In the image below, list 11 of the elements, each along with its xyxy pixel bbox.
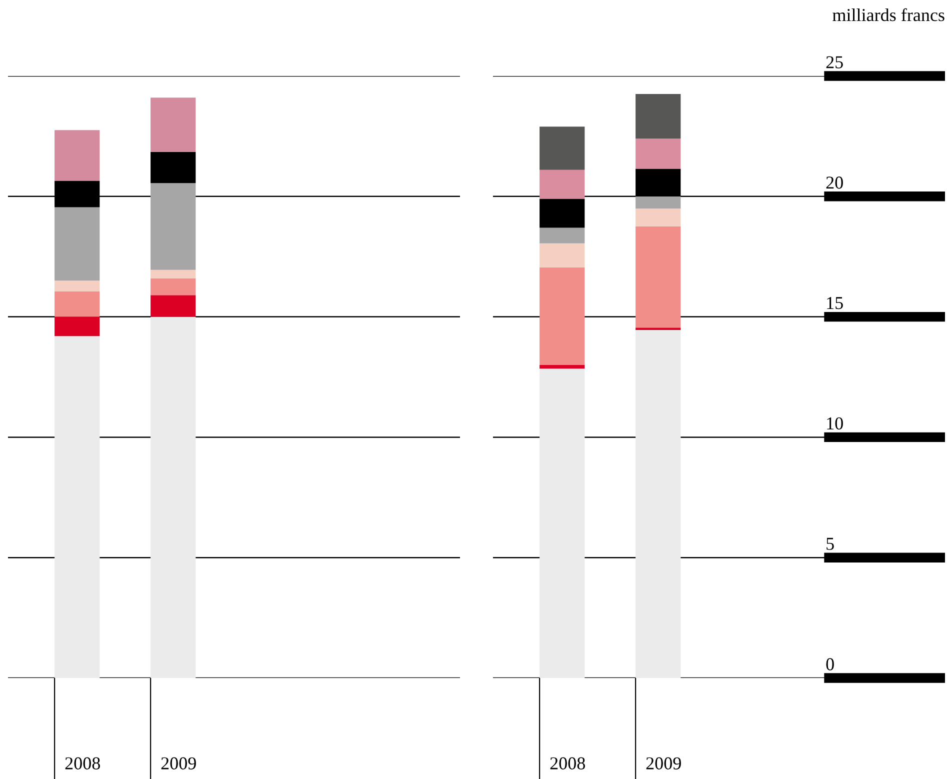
x-tick-label: 2009 <box>646 757 681 770</box>
y-tick-label: 0 <box>826 658 834 670</box>
x-tick-label: 2008 <box>550 757 585 770</box>
x-tick-label: 2008 <box>65 757 100 770</box>
y-tick-label: 5 <box>826 538 834 550</box>
x-tick-label: 2009 <box>161 757 196 770</box>
y-tick-label: 15 <box>827 297 843 310</box>
y-tick-label: 10 <box>827 417 843 430</box>
y-tick-label: 25 <box>826 56 843 68</box>
y-axis-title: milliards francs <box>832 8 944 22</box>
y-tick-label: 20 <box>826 176 843 189</box>
